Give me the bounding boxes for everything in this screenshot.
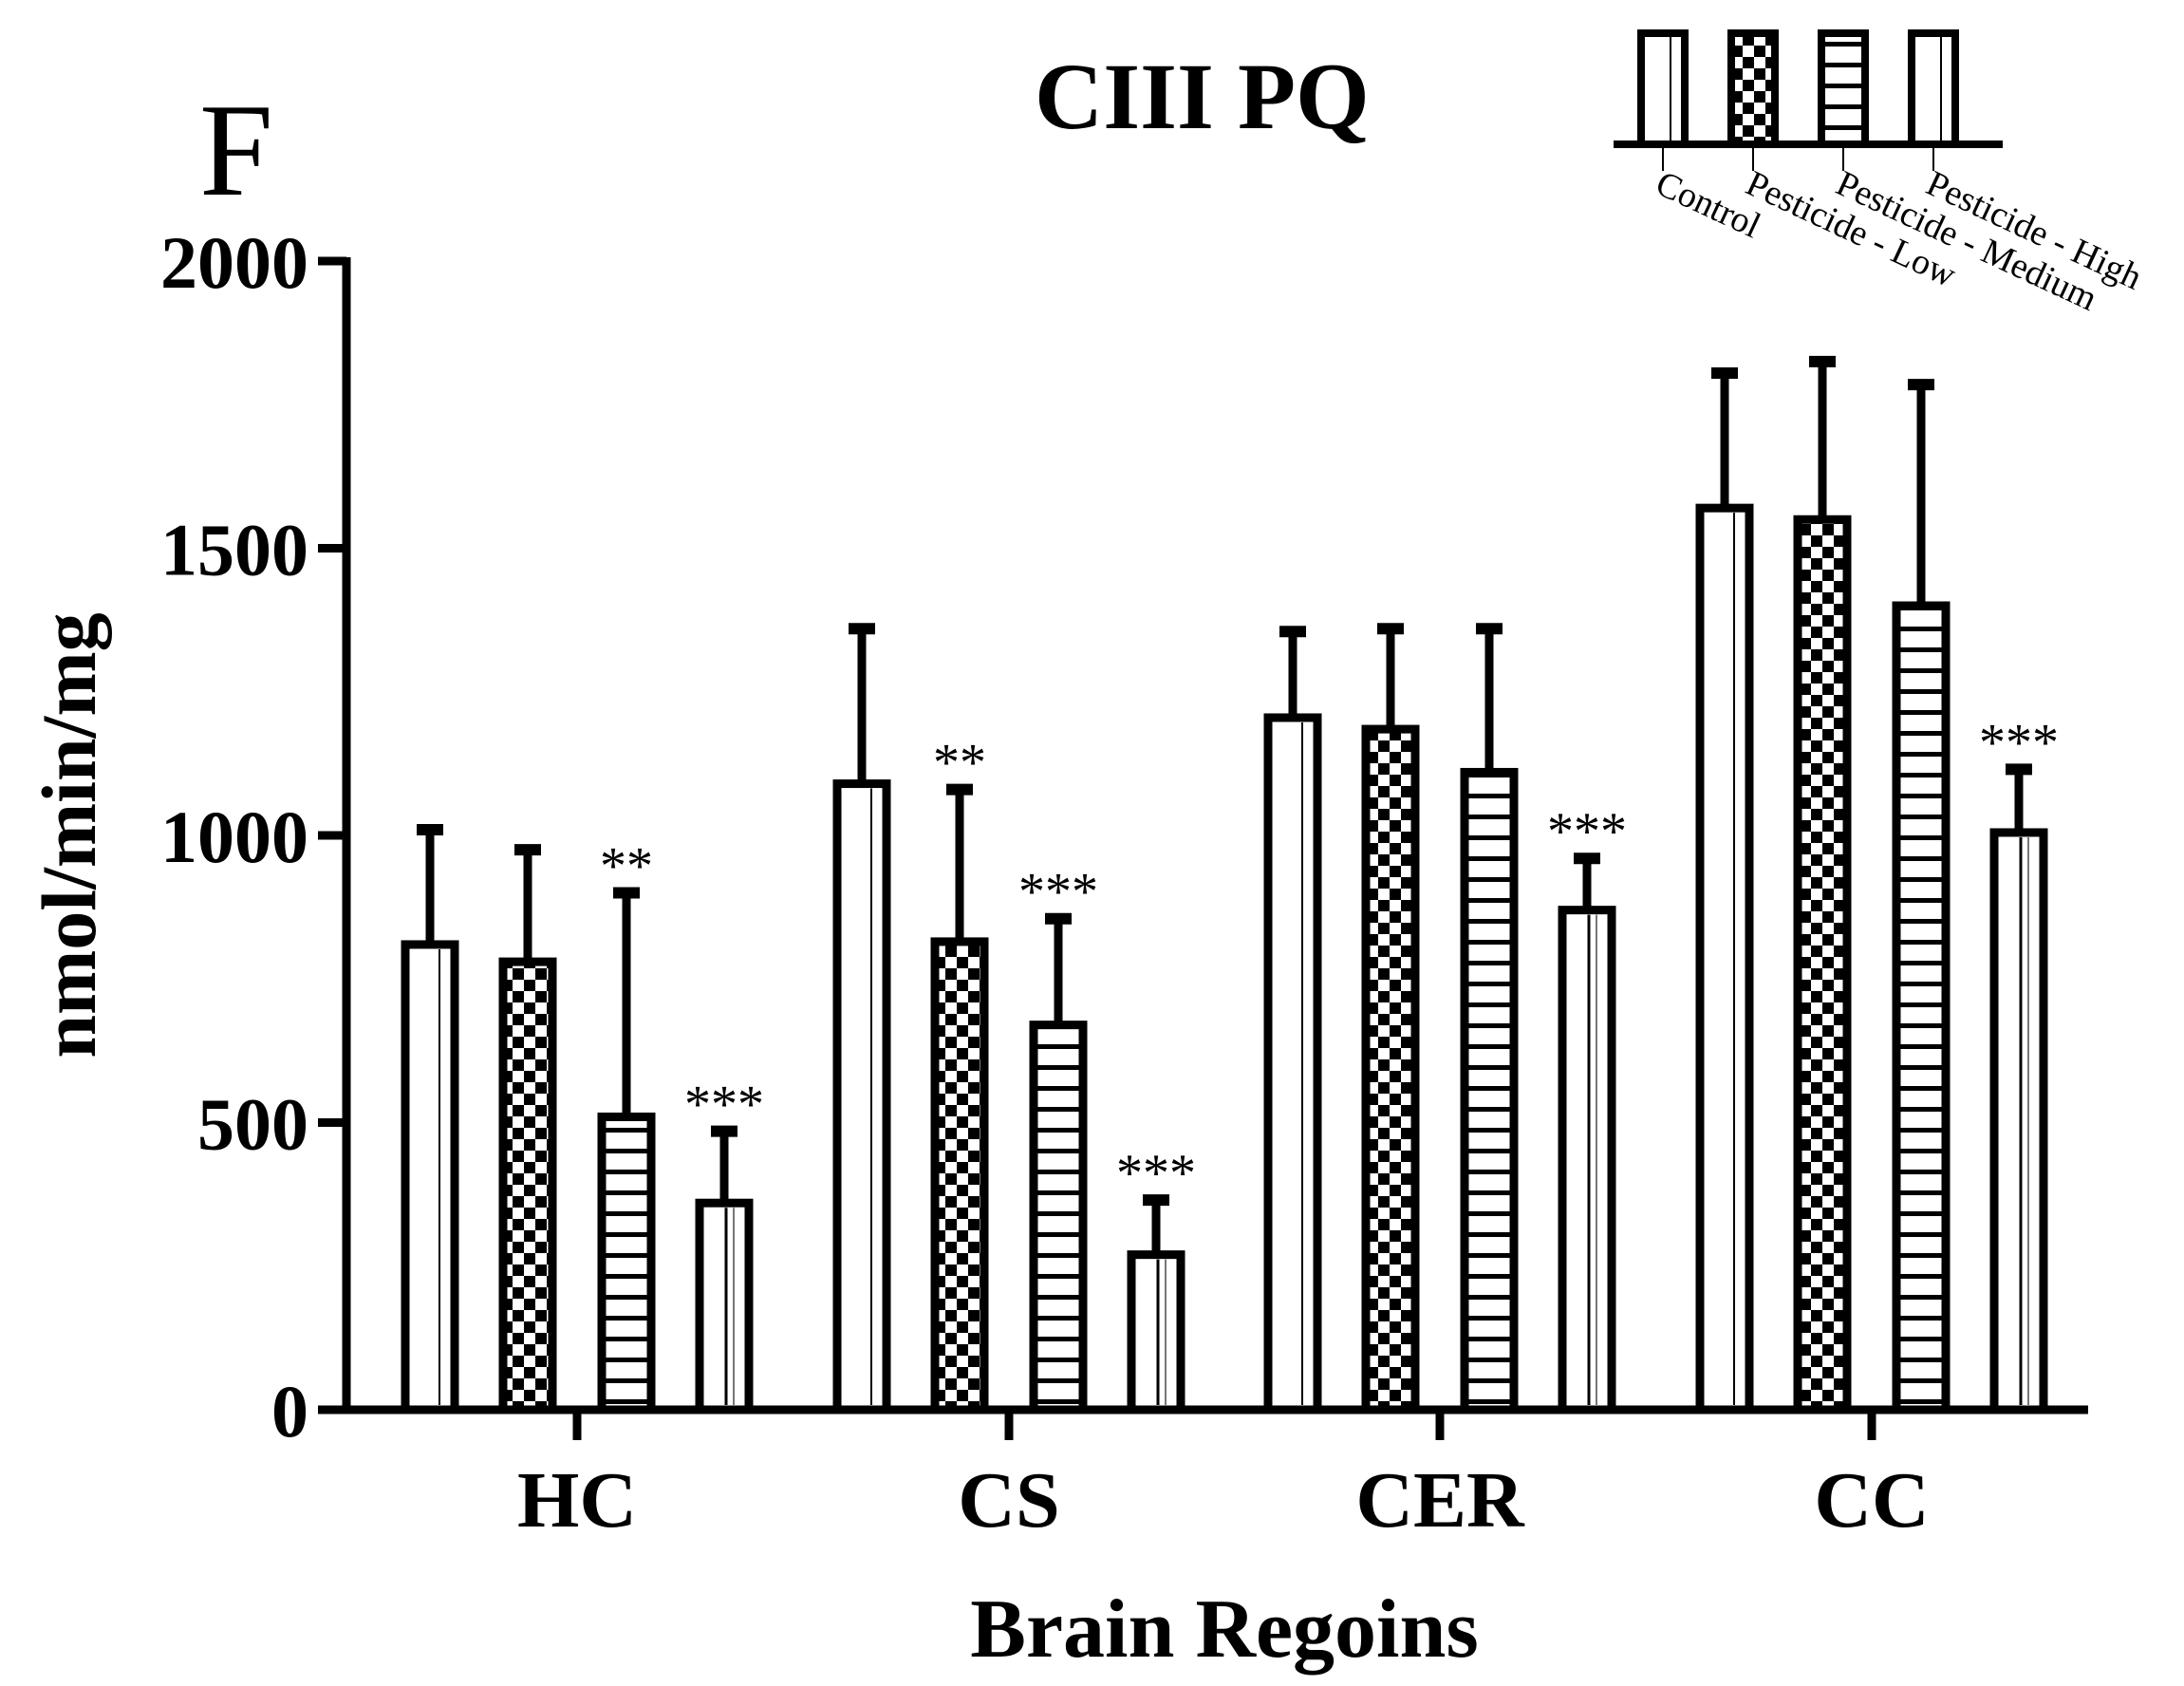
x-axis-label: Brain Regoins	[970, 1583, 1478, 1676]
legend-swatch	[1908, 29, 1959, 148]
bar	[1695, 503, 1754, 1414]
y-tick-label: 1000	[160, 796, 308, 878]
y-tick-label: 500	[197, 1083, 308, 1166]
x-tick-label: CS	[958, 1456, 1059, 1545]
bar	[1558, 906, 1616, 1414]
bar	[930, 937, 989, 1414]
y-tick-label: 2000	[160, 221, 308, 304]
legend-swatch	[1637, 29, 1689, 148]
significance-marker: ***	[1547, 802, 1627, 861]
significance-marker: ***	[1116, 1144, 1196, 1203]
significance-marker: **	[933, 734, 986, 793]
bar	[1460, 767, 1519, 1414]
panel-label: F	[199, 77, 273, 224]
legend-swatch	[1727, 29, 1779, 148]
legend-swatch	[1818, 29, 1869, 148]
x-tick-label: CC	[1814, 1456, 1929, 1545]
bars: *******************	[401, 355, 2059, 1414]
chart-title: CIII PQ	[1035, 44, 1370, 149]
bar	[498, 957, 557, 1414]
x-tick-label: CER	[1355, 1456, 1525, 1545]
bar	[1361, 724, 1420, 1414]
bar	[1263, 713, 1322, 1414]
significance-marker: ***	[1979, 713, 2059, 772]
bar	[695, 1198, 754, 1414]
bar	[1029, 1021, 1088, 1414]
x-tick-label: HC	[517, 1456, 637, 1545]
y-axis-label: nmol/min/mg	[26, 612, 112, 1058]
y-tick-label: 1500	[160, 509, 308, 591]
bar	[1989, 828, 2048, 1414]
y-tick-label: 0	[271, 1370, 308, 1452]
legend-label: Control	[1650, 163, 1766, 246]
bar	[1793, 515, 1852, 1414]
significance-marker: ***	[1018, 863, 1098, 922]
bar	[1892, 601, 1951, 1414]
bar	[597, 1112, 656, 1414]
bar	[1127, 1250, 1185, 1414]
significance-marker: **	[600, 837, 653, 896]
significance-marker: ***	[684, 1076, 764, 1134]
bar	[401, 940, 459, 1414]
bar	[832, 779, 891, 1414]
